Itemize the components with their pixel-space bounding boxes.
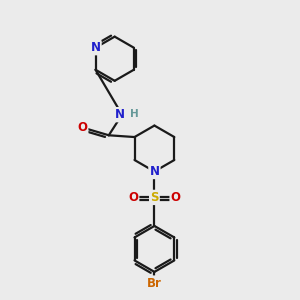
- Text: N: N: [149, 165, 159, 178]
- Text: O: O: [77, 122, 87, 134]
- Text: S: S: [150, 191, 159, 204]
- Text: O: O: [128, 191, 138, 204]
- Text: O: O: [171, 191, 181, 204]
- Text: Br: Br: [147, 277, 162, 290]
- Text: N: N: [115, 108, 125, 121]
- Text: H: H: [130, 109, 139, 119]
- Text: N: N: [91, 41, 100, 54]
